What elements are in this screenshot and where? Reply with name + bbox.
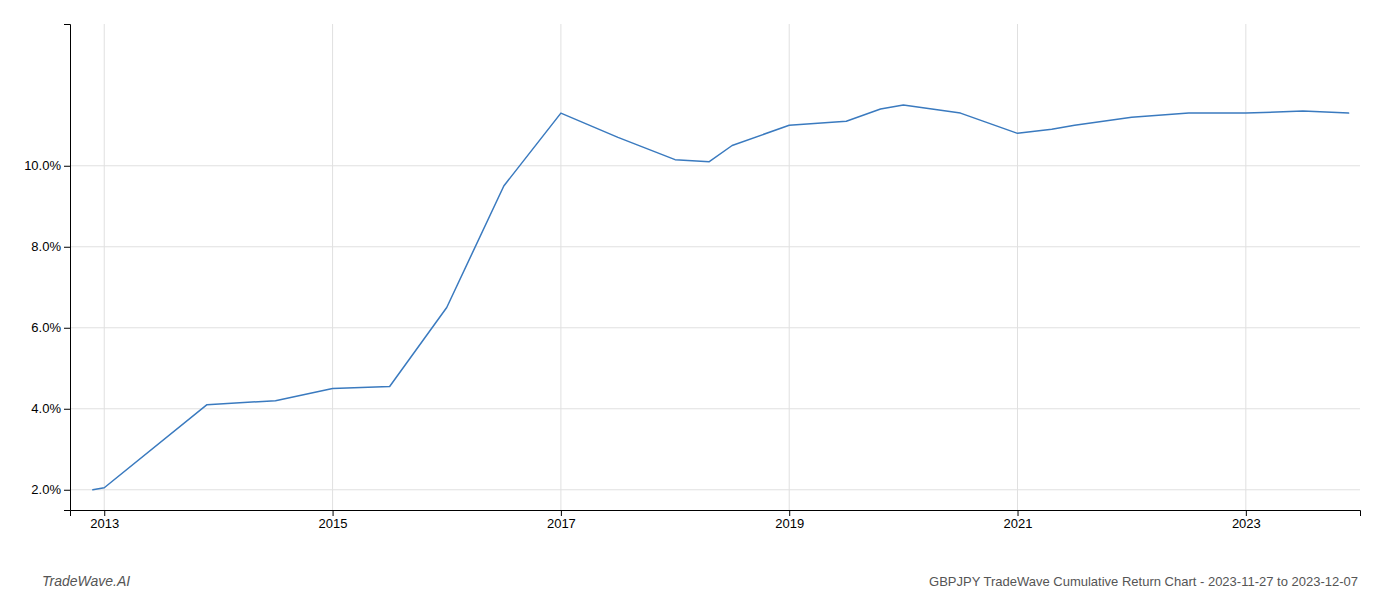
grid-line — [560, 24, 561, 510]
tick-label: 2019 — [775, 516, 804, 531]
tick-mark — [64, 328, 70, 329]
grid-line — [1017, 24, 1018, 510]
tick-mark — [64, 409, 70, 410]
line — [93, 105, 1349, 490]
tick: 4.0% — [31, 401, 70, 416]
tick: 6.0% — [31, 320, 70, 335]
tick-label: 2017 — [547, 516, 576, 531]
tick: 2023 — [1232, 510, 1261, 531]
tick-mark — [1018, 510, 1019, 516]
tick: 10.0% — [24, 158, 70, 173]
tick: 2015 — [319, 510, 348, 531]
marks — [93, 105, 1349, 490]
tick: 2013 — [90, 510, 119, 531]
tick-mark — [1246, 510, 1247, 516]
tick-label: 2021 — [1004, 516, 1033, 531]
tick-mark — [64, 166, 70, 167]
grid-line — [70, 489, 1360, 490]
tick-mark — [64, 490, 70, 491]
tick: 8.0% — [31, 239, 70, 254]
tick-label: 2015 — [319, 516, 348, 531]
tick: 2.0% — [31, 482, 70, 497]
tick-mark — [789, 510, 790, 516]
grid-line — [70, 165, 1360, 166]
tick-label: 10.0% — [24, 158, 61, 173]
axis-line — [64, 25, 71, 511]
title: GBPJPY TradeWave Cumulative Return Chart… — [929, 574, 1358, 589]
chart: 2013 2015 2017 2019 2021 2023 2.0% 4.0% 6.0% 8.0%… — [0, 0, 1400, 600]
tick-label: 2023 — [1232, 516, 1261, 531]
plot: 2013 2015 2017 2019 2021 2023 2.0% 4.0% 6.0% 8.0%… — [24, 24, 1360, 531]
watermark: TradeWave.AI — [42, 573, 130, 589]
x-axis: 2013 2015 2017 2019 2021 2023 — [71, 510, 1361, 531]
tick-mark — [561, 510, 562, 516]
grid-line — [789, 24, 790, 510]
grid-line — [332, 24, 333, 510]
tick: 2017 — [547, 510, 576, 531]
tick-label: 4.0% — [31, 401, 61, 416]
tick-label: 8.0% — [31, 239, 61, 254]
tick-label: 2.0% — [31, 482, 61, 497]
tick-mark — [104, 510, 105, 516]
y-axis: 2.0% 4.0% 6.0% 8.0% 10.0% — [24, 25, 70, 511]
tick-mark — [333, 510, 334, 516]
grid-line — [70, 246, 1360, 247]
tick: 2021 — [1004, 510, 1033, 531]
grid-line — [1245, 24, 1246, 510]
grid-line — [70, 408, 1360, 409]
axis-line — [71, 511, 1361, 517]
tick-label: 2013 — [90, 516, 119, 531]
grid — [70, 24, 1360, 510]
grid-line — [70, 327, 1360, 328]
tick: 2019 — [775, 510, 804, 531]
grid-line — [104, 24, 105, 510]
tick-label: 6.0% — [31, 320, 61, 335]
tick-mark — [64, 247, 70, 248]
